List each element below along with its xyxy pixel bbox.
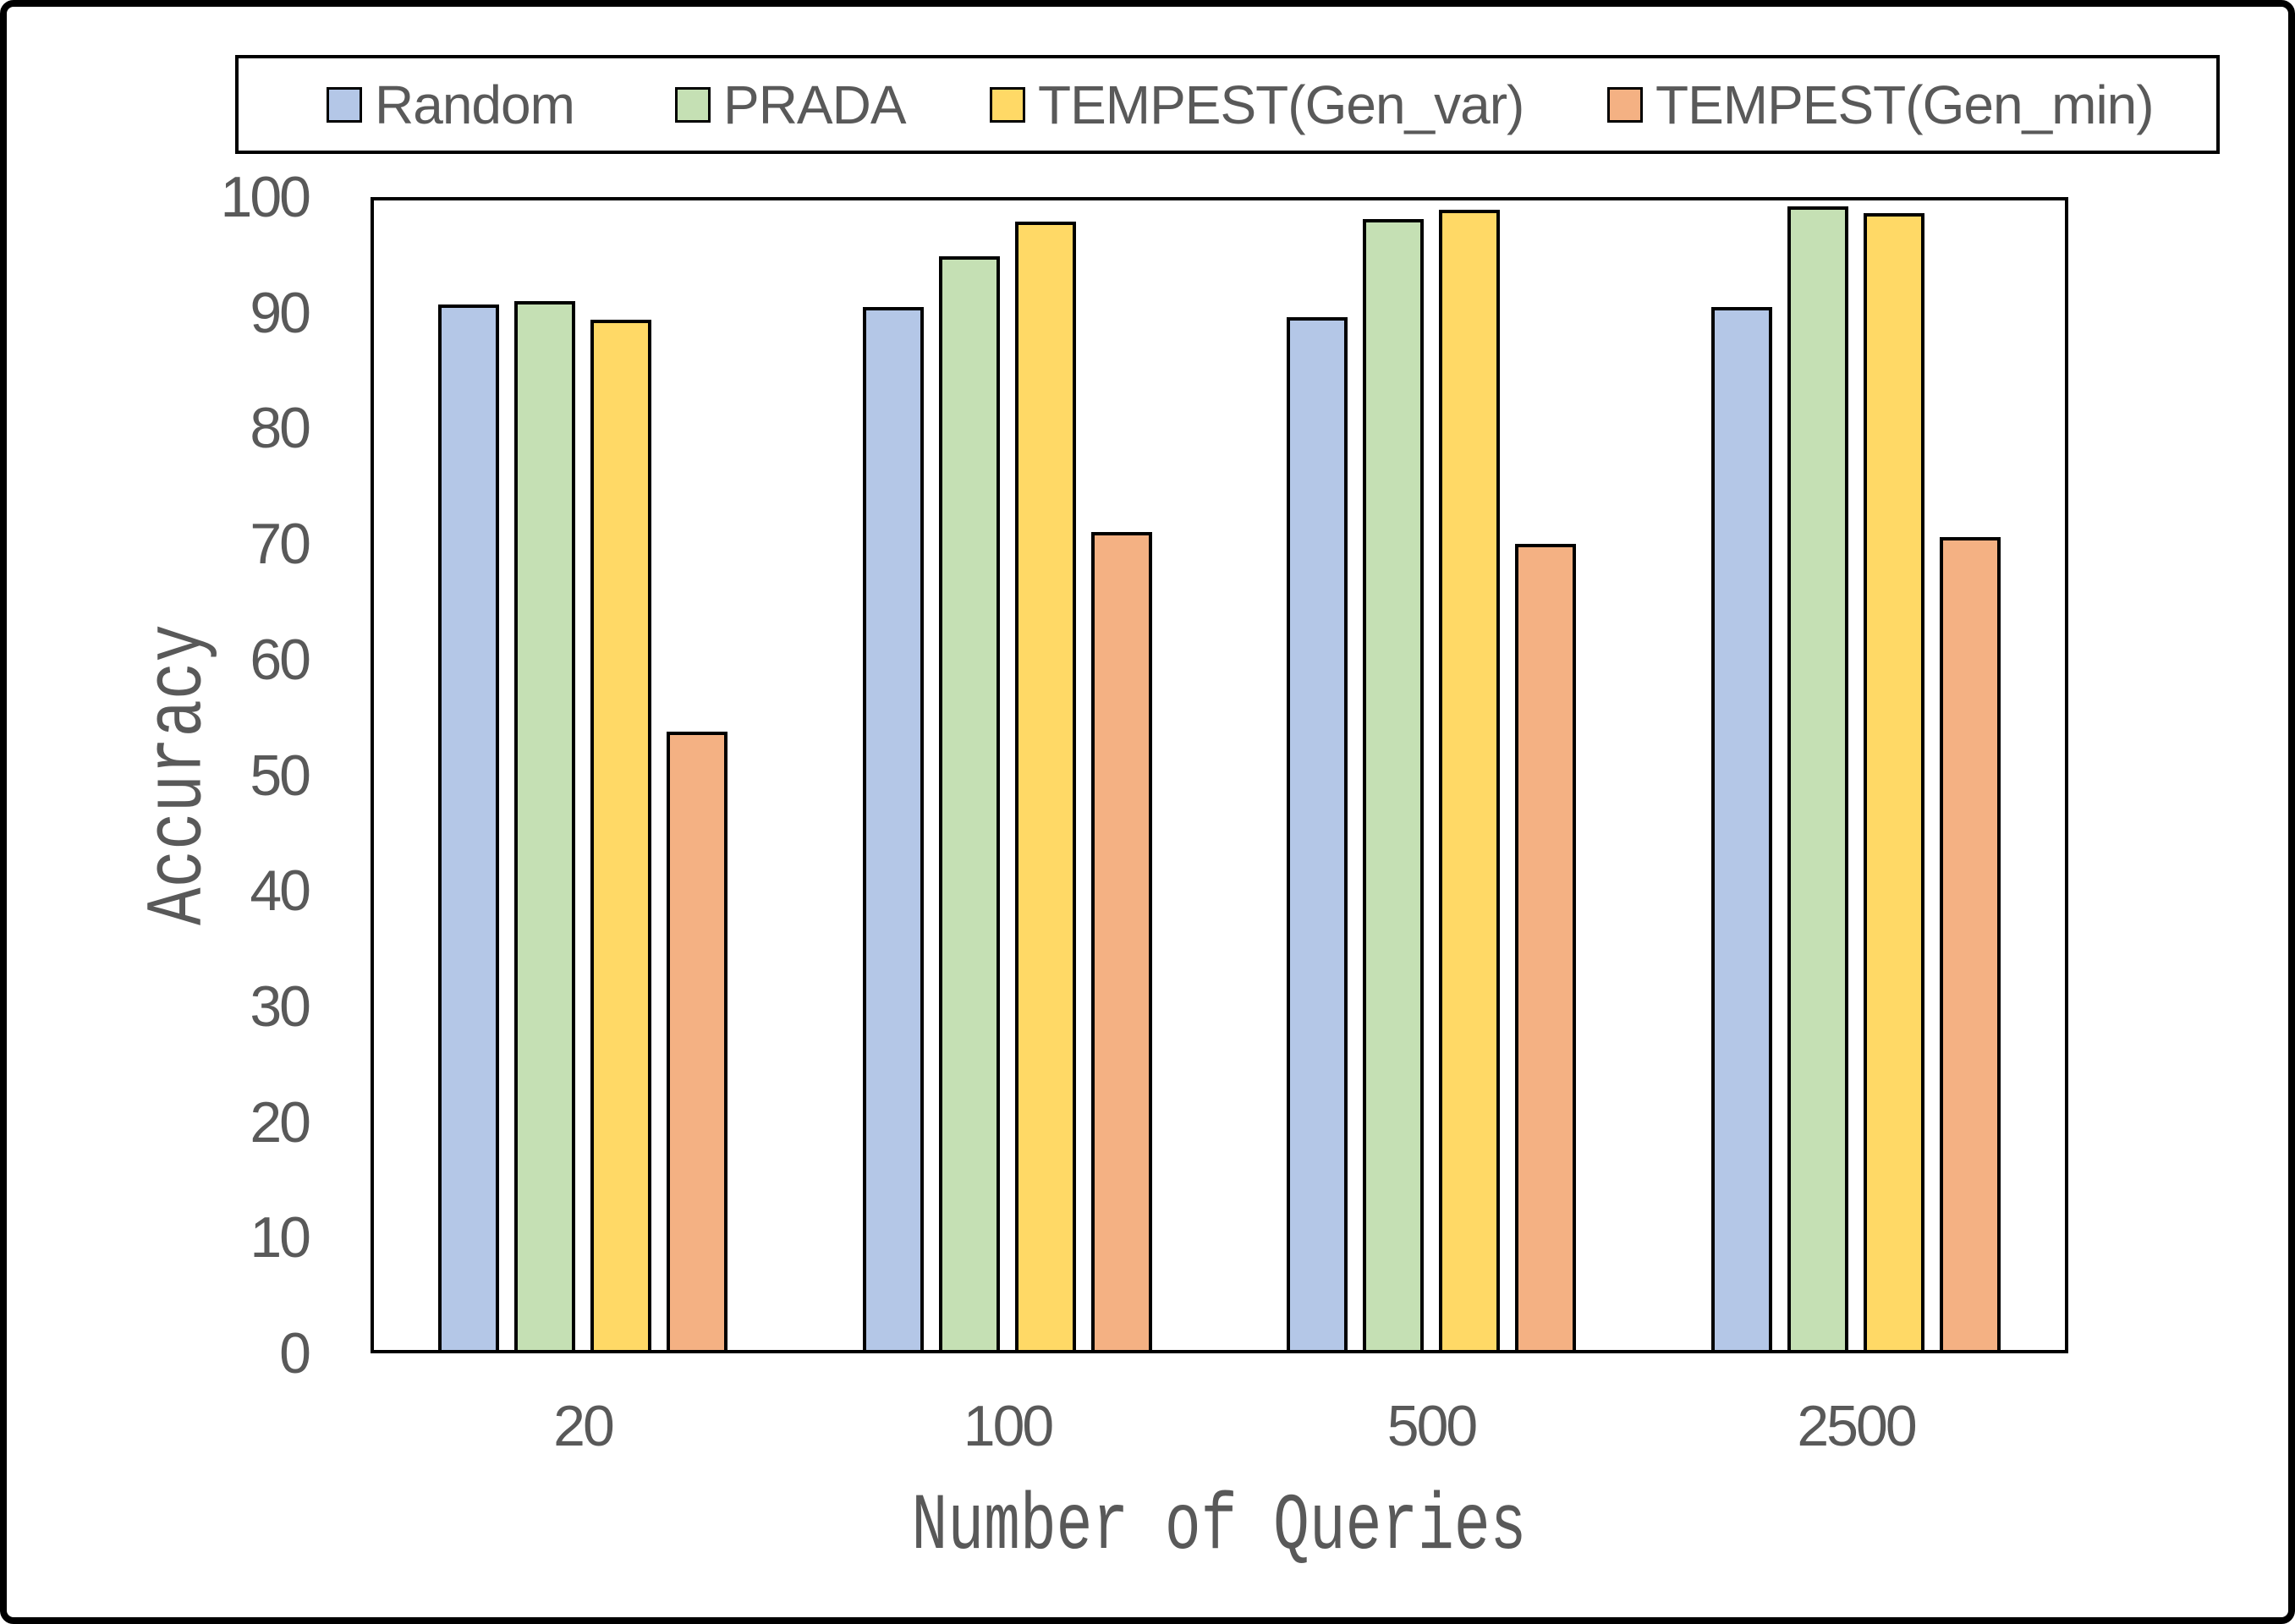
legend-item: Random — [327, 74, 575, 135]
legend-item: TEMPEST(Gen_min) — [1607, 74, 2155, 135]
y-tick-label: 30 — [250, 974, 311, 1039]
legend-marker — [1607, 86, 1643, 123]
bar — [1787, 206, 1848, 1353]
y-tick-label: 80 — [250, 396, 311, 461]
legend-marker — [675, 86, 711, 123]
y-tick-label: 60 — [250, 627, 311, 692]
y-tick-label: 50 — [250, 743, 311, 808]
bar — [1015, 221, 1076, 1353]
bar — [514, 301, 575, 1353]
x-tick-label: 500 — [1386, 1394, 1478, 1458]
y-axis-title: Accuracy — [133, 624, 225, 925]
bar — [939, 255, 1000, 1353]
bar — [1940, 536, 2001, 1353]
y-tick-label: 40 — [250, 859, 311, 924]
bar — [863, 306, 924, 1353]
legend-item: PRADA — [675, 78, 906, 132]
y-tick-label: 70 — [250, 512, 311, 577]
bar — [1711, 306, 1772, 1353]
bar — [1864, 213, 1924, 1353]
bar — [1439, 210, 1500, 1353]
legend-label: PRADA — [723, 74, 906, 135]
bar — [590, 319, 651, 1353]
x-axis-title: Number of Queries — [911, 1481, 1527, 1572]
y-tick-label: 90 — [250, 280, 311, 345]
bar — [438, 304, 499, 1353]
bar — [667, 731, 727, 1353]
bars-layer — [371, 197, 2068, 1353]
legend-label: TEMPEST(Gen_min) — [1655, 74, 2155, 135]
y-tick-label: 0 — [279, 1321, 311, 1385]
legend-label: Random — [375, 74, 575, 135]
bar — [1515, 544, 1576, 1353]
legend-marker — [327, 86, 362, 123]
plot-area — [371, 197, 2068, 1353]
bar — [1091, 532, 1152, 1353]
legend: Random PRADA TEMPEST(Gen_var) TEMPEST(Gen_m… — [235, 55, 2220, 154]
legend-item: TEMPEST(Gen_var) — [990, 78, 1524, 132]
y-tick-label: 20 — [250, 1089, 311, 1155]
y-tick-label: 10 — [250, 1205, 311, 1270]
legend-marker — [990, 86, 1025, 123]
bar — [1287, 317, 1348, 1353]
x-tick-label: 20 — [553, 1394, 615, 1458]
x-tick-label: 2500 — [1797, 1394, 1917, 1458]
x-tick-label: 100 — [963, 1394, 1054, 1458]
y-tick-label: 100 — [220, 165, 311, 229]
bar — [1363, 218, 1424, 1353]
legend-label: TEMPEST(Gen_var) — [1038, 74, 1524, 135]
